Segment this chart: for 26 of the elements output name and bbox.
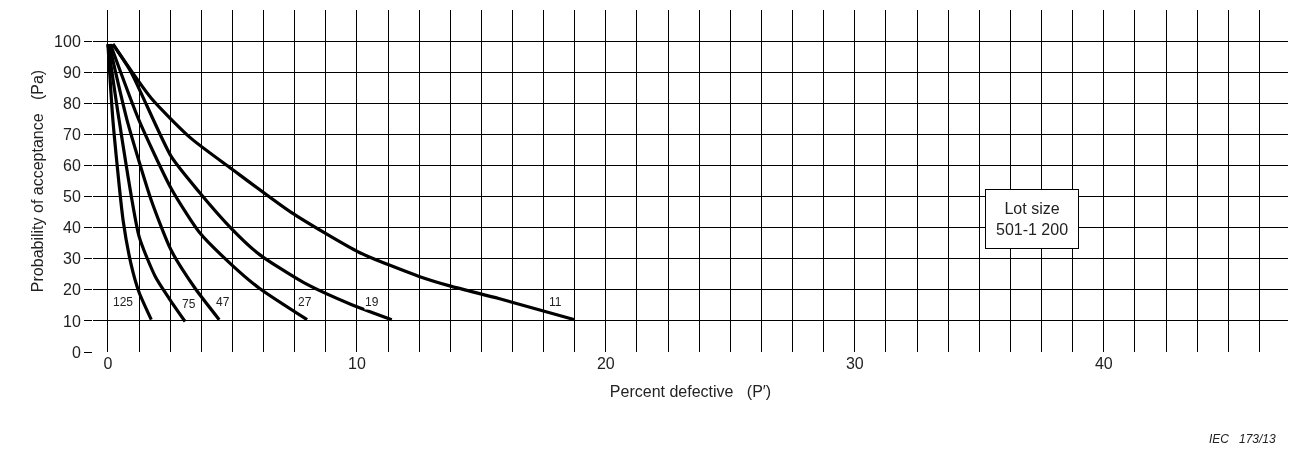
annotation: Lot size 501-1 200 [996,200,1069,238]
y-tick-label: 100 [54,32,81,50]
y-tick-label: 10 [63,312,81,330]
text: IEC 173/13 [1209,432,1277,446]
x-axis-title: Percent defective (P′) [609,382,772,400]
x-tick-label: 40 [1094,355,1113,372]
series-label: 47 [216,295,230,309]
series-label: 125 [113,295,134,309]
x-tick-label: 10 [348,355,366,372]
y-tick-label: 80 [63,94,81,112]
series-label: 19 [365,295,379,309]
y-tick-label: 60 [63,157,81,175]
x-tick-label: 20 [596,355,615,372]
y-tick-label: 90 [63,63,81,81]
series-label: 75 [182,297,196,311]
x-tick-label: 30 [845,355,864,372]
y-tick-label: 0 [71,343,81,361]
series-label: 27 [298,295,312,309]
y-tick-label: 30 [63,250,81,268]
y-tick-label: 50 [63,188,81,206]
y-tick-label: 40 [63,219,81,237]
y-axis-title: Probability of acceptance (Pa) [29,69,46,293]
series-label: 11 [549,295,562,309]
y-tick-label: 20 [63,281,81,299]
x-tick-label: 0 [103,355,113,372]
y-tick-label: 70 [63,125,81,143]
